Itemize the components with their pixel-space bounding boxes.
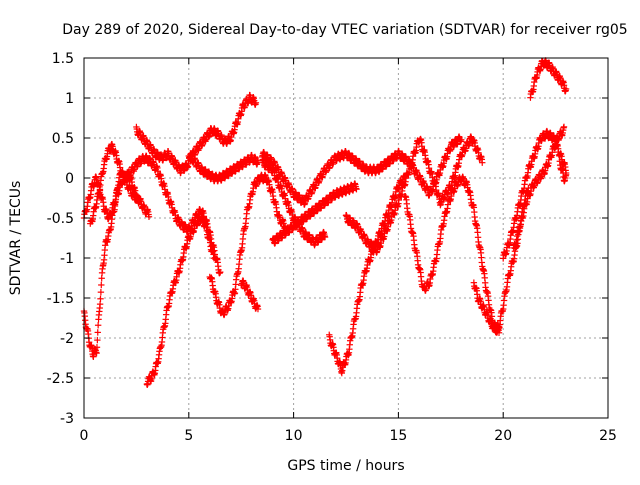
chart-title: Day 289 of 2020, Sidereal Day-to-day VTE… — [62, 22, 627, 38]
series-arc6 — [143, 213, 218, 388]
data-point — [97, 288, 105, 296]
axis-ticks: 0 5 10 15 20 25 -3 -2.5 -2 -1.5 -1 -0.5 0 0.5 1 1.5 — [47, 51, 617, 444]
x-tick-label: 15 — [389, 428, 407, 444]
series-arc16 — [470, 184, 532, 336]
data-point — [94, 329, 101, 336]
data-point — [96, 300, 104, 308]
data-point — [145, 213, 153, 220]
y-tick-label: 0.5 — [52, 131, 74, 147]
y-tick-label: 1.5 — [52, 51, 74, 67]
y-tick-label: -0.5 — [47, 211, 74, 227]
series-arc4 — [133, 91, 260, 177]
series-arc17 — [500, 127, 570, 262]
series-arc7 — [185, 150, 262, 185]
y-tick-label: -3 — [60, 411, 74, 427]
series-arc19 — [527, 57, 570, 101]
x-tick-label: 25 — [599, 428, 617, 444]
x-axis-label: GPS time / hours — [287, 458, 404, 474]
y-tick-label: -2.5 — [47, 371, 74, 387]
data-point — [210, 255, 218, 262]
x-tick-label: 0 — [80, 428, 89, 444]
y-axis-label: SDTVAR / TECUs — [8, 181, 24, 296]
series-arc5 — [122, 152, 224, 277]
y-tick-label: 0 — [65, 171, 74, 187]
data-point — [217, 268, 224, 276]
x-tick-label: 20 — [494, 428, 512, 444]
x-tick-label: 5 — [184, 428, 193, 444]
series-arc2 — [80, 169, 125, 360]
data-point — [97, 295, 104, 303]
y-tick-label: -1 — [60, 251, 74, 267]
y-tick-label: -1.5 — [47, 291, 74, 307]
data-point — [98, 281, 105, 289]
data-point — [252, 99, 260, 107]
data-point — [560, 123, 568, 131]
data-point — [94, 322, 102, 329]
x-tick-label: 10 — [285, 428, 303, 444]
y-tick-label: -2 — [60, 331, 74, 347]
data-points — [80, 57, 570, 388]
series-arc8 — [206, 171, 289, 319]
series-arc9 — [238, 277, 262, 313]
data-point — [93, 344, 101, 351]
y-tick-label: 1 — [65, 91, 74, 107]
series-arc10 — [258, 133, 465, 208]
grid — [84, 58, 608, 418]
data-point — [94, 336, 101, 344]
data-point — [93, 349, 100, 357]
data-point — [98, 275, 105, 282]
